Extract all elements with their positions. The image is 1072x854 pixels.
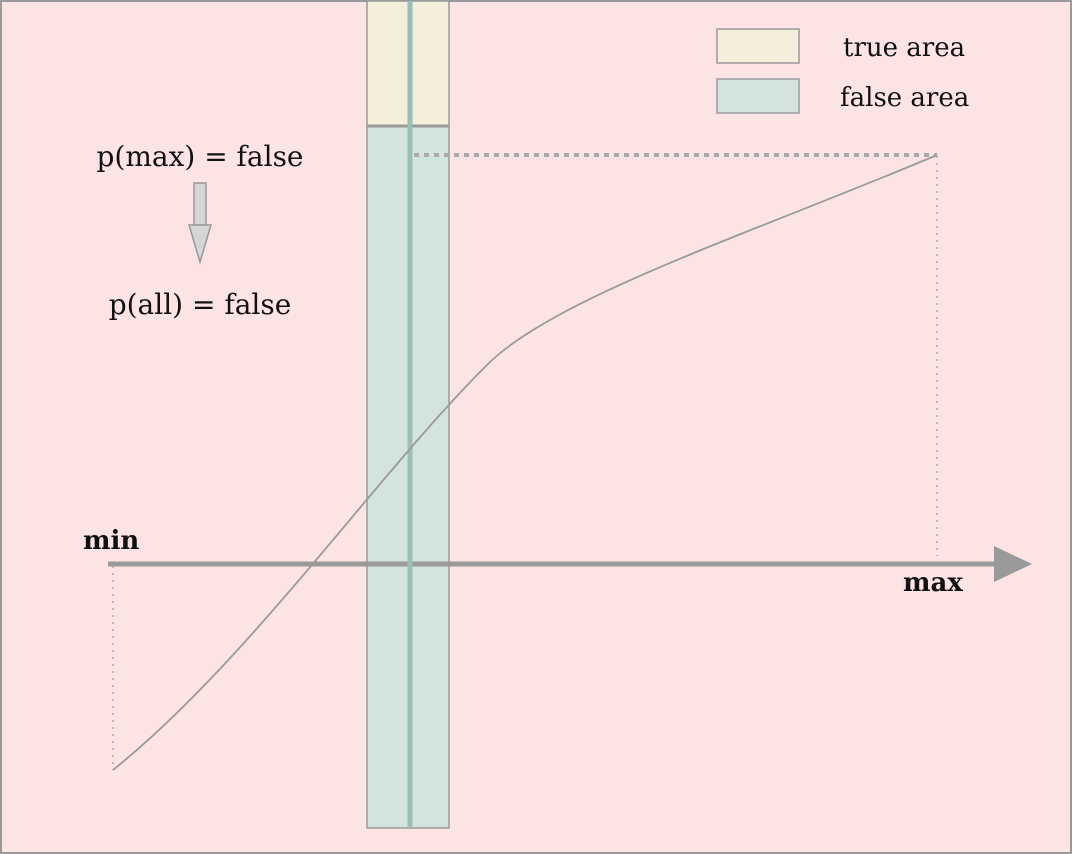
legend-swatch-true-area xyxy=(716,28,800,64)
premise-label: p(max) = false xyxy=(96,140,303,173)
legend-label-false-area: false area xyxy=(840,83,969,113)
legend-item-true-area: true area xyxy=(716,28,965,64)
axis-max-label: max xyxy=(903,568,963,598)
x-axis xyxy=(108,546,1032,582)
legend-item-false-area: false area xyxy=(716,78,969,114)
legend-label-true-area: true area xyxy=(843,33,965,63)
down-arrow-icon xyxy=(187,182,213,265)
axis-min-label: min xyxy=(83,526,139,556)
function-curve xyxy=(112,154,938,771)
conclusion-label: p(all) = false xyxy=(109,288,292,321)
legend-swatch-false-area xyxy=(716,78,800,114)
x-axis-arrowhead xyxy=(994,546,1032,582)
legend: true area false area xyxy=(716,28,969,114)
